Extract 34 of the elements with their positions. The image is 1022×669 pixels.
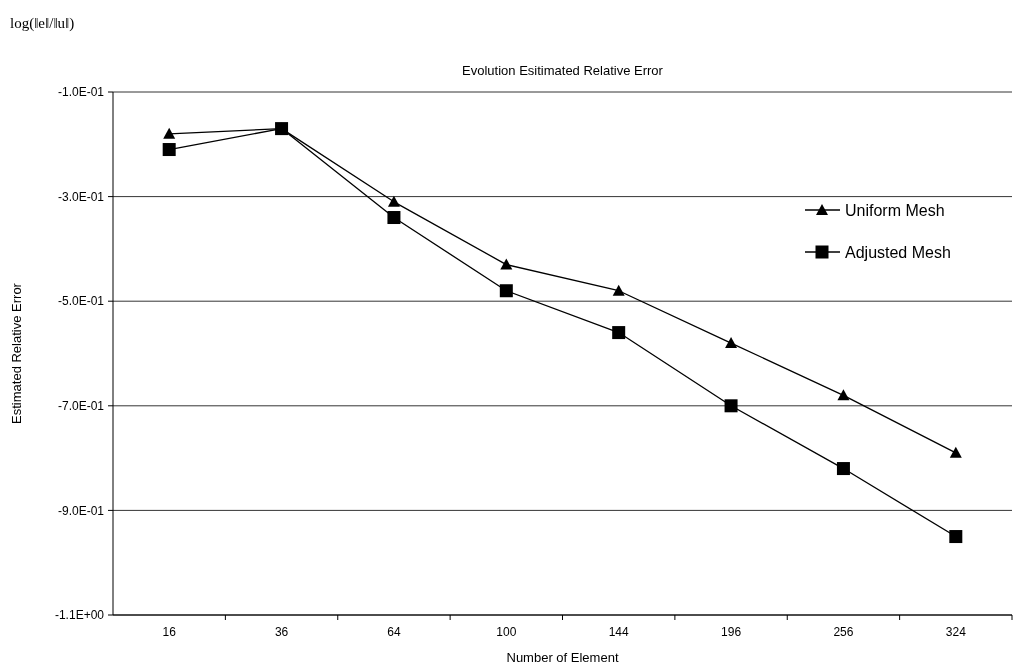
x-axis-title: Number of Element — [506, 650, 619, 665]
point — [499, 284, 513, 298]
point — [162, 143, 176, 157]
y-tick-label: -1.1E+00 — [54, 608, 105, 623]
y-tick-label: -5.0E-01 — [57, 294, 105, 309]
point — [612, 284, 625, 296]
y-tick-label: -9.0E-01 — [57, 503, 105, 518]
chart-title: Evolution Esitimated Relative Error — [462, 63, 664, 78]
point — [387, 211, 401, 225]
y-tick-label: -1.0E-01 — [57, 85, 105, 100]
y-axis-title: Estimated Relative Error — [9, 282, 24, 424]
x-tick-label: 256 — [833, 625, 854, 639]
x-tick-label: 324 — [945, 625, 967, 639]
x-tick-label: 16 — [162, 625, 177, 639]
point — [725, 337, 738, 349]
y-tick-label: -3.0E-01 — [57, 189, 105, 204]
point — [837, 389, 850, 401]
point — [949, 446, 962, 458]
point — [163, 127, 176, 139]
text: log(‖e‖/‖u‖) — [10, 15, 75, 32]
point — [612, 326, 626, 340]
x-tick-label: 196 — [721, 625, 742, 639]
point — [724, 399, 738, 413]
legend-label: Adjusted Mesh — [845, 243, 951, 261]
point — [387, 195, 400, 207]
y-tick-label: -7.0E-01 — [57, 399, 105, 413]
point — [836, 462, 850, 476]
legend-label: Uniform Mesh — [845, 201, 945, 219]
point — [500, 258, 513, 270]
x-tick-label: 144 — [608, 625, 630, 639]
x-tick-label: 64 — [387, 625, 401, 639]
point — [949, 530, 963, 544]
x-tick-label: 100 — [496, 625, 517, 639]
x-tick-label: 36 — [274, 625, 289, 639]
